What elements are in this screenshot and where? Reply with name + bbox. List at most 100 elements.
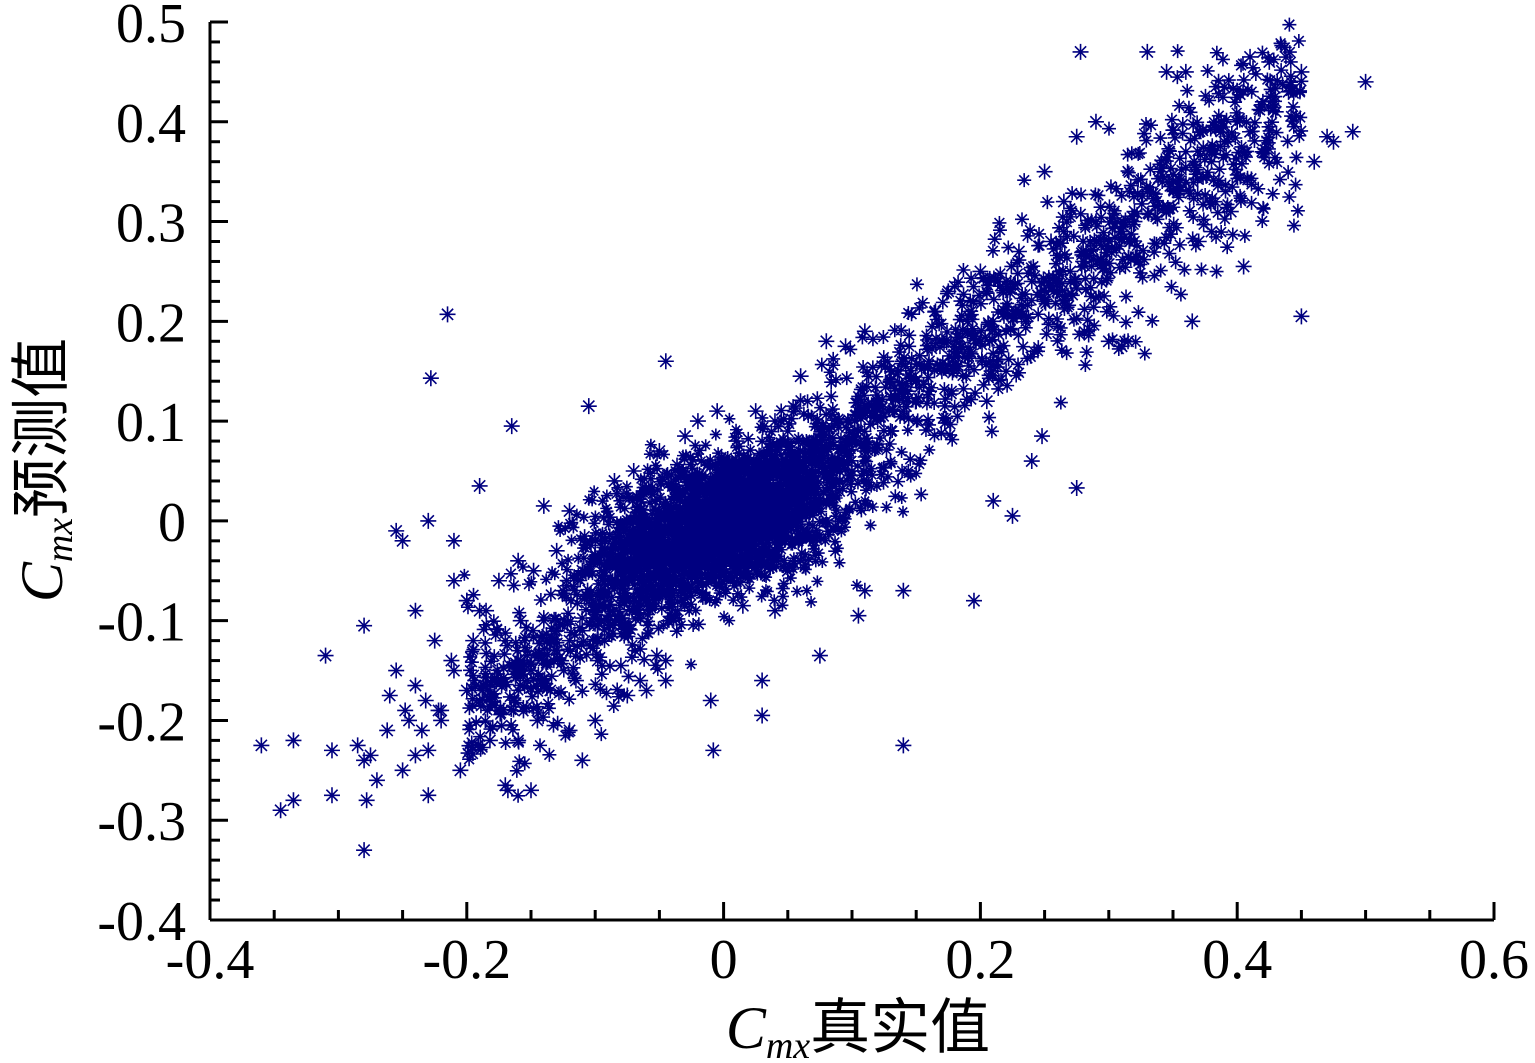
data-point [935, 295, 950, 310]
data-point [861, 369, 876, 384]
data-point [991, 305, 1006, 320]
data-point [718, 610, 731, 623]
data-point [575, 611, 590, 626]
data-point [734, 597, 751, 614]
data-point [1225, 180, 1240, 195]
data-point [844, 453, 859, 468]
data-point [675, 618, 688, 631]
data-point [1102, 121, 1117, 136]
data-point [1185, 231, 1200, 246]
data-point [1239, 115, 1254, 130]
data-point [1229, 113, 1246, 130]
data-point [1199, 169, 1214, 184]
data-point [795, 453, 810, 468]
data-point [691, 576, 706, 591]
data-point [1198, 88, 1213, 103]
y-tick-label: 0.4 [116, 93, 186, 155]
data-point [1255, 214, 1270, 229]
data-point [849, 496, 862, 509]
data-point [870, 440, 885, 455]
data-point [733, 440, 746, 453]
data-point [1357, 73, 1374, 90]
data-point [1286, 218, 1301, 233]
data-point [940, 325, 955, 340]
data-point [642, 567, 657, 582]
data-point [542, 636, 557, 651]
data-point [831, 453, 846, 468]
data-point [859, 379, 874, 394]
data-point [651, 462, 664, 475]
data-point [968, 386, 983, 401]
data-point [746, 473, 759, 486]
data-point [820, 442, 833, 455]
data-point [1261, 135, 1276, 150]
data-point [1083, 289, 1098, 304]
data-point [689, 413, 706, 430]
data-point [741, 572, 754, 585]
data-point [666, 517, 681, 532]
data-point [676, 509, 689, 522]
data-point [912, 380, 927, 395]
data-point [503, 566, 518, 581]
data-point [730, 555, 743, 568]
data-point [838, 521, 851, 534]
data-point [1196, 140, 1211, 155]
data-point [561, 502, 578, 519]
data-point [1280, 83, 1297, 100]
data-point [1010, 266, 1025, 281]
data-point [1136, 243, 1151, 258]
data-point [627, 566, 640, 579]
data-point [533, 673, 548, 688]
data-point [1083, 280, 1098, 295]
data-point [1272, 172, 1287, 187]
data-point [1196, 217, 1211, 232]
data-point [637, 557, 650, 570]
data-point [914, 487, 929, 502]
data-point [912, 456, 927, 471]
data-point [285, 732, 302, 749]
data-point [754, 421, 767, 434]
data-point [814, 445, 829, 460]
data-point [653, 505, 666, 518]
data-point [802, 518, 815, 531]
data-point [1120, 147, 1135, 162]
data-point [1137, 252, 1152, 267]
data-point [865, 480, 878, 493]
data-point [356, 752, 373, 769]
data-point [895, 737, 912, 754]
y-axis-title: Cmx预测值 [9, 338, 81, 602]
data-point [1289, 150, 1304, 165]
data-point [517, 680, 532, 695]
data-point [1003, 285, 1017, 300]
data-point [1020, 351, 1035, 366]
data-point [943, 417, 958, 432]
data-point [535, 612, 552, 629]
data-point [1168, 255, 1183, 270]
data-point [592, 577, 605, 590]
data-point [1082, 248, 1097, 263]
data-point [535, 628, 550, 643]
data-point [815, 505, 828, 518]
data-point [1091, 188, 1106, 203]
data-point [712, 536, 727, 551]
data-point [921, 383, 938, 400]
data-point [1148, 187, 1163, 202]
data-point [562, 553, 575, 566]
data-point [465, 667, 482, 684]
data-point [685, 540, 700, 555]
data-point [600, 489, 613, 502]
data-point [401, 712, 418, 729]
data-point [792, 368, 809, 385]
data-point [709, 544, 724, 559]
data-point [876, 409, 891, 424]
data-point [561, 722, 578, 739]
data-point [689, 604, 702, 617]
data-point [420, 512, 437, 529]
data-point [1089, 219, 1104, 234]
data-point [1163, 161, 1178, 176]
data-point [540, 573, 553, 586]
data-point [625, 592, 642, 609]
data-point [978, 393, 995, 410]
data-point [901, 424, 914, 437]
data-point [528, 647, 543, 662]
